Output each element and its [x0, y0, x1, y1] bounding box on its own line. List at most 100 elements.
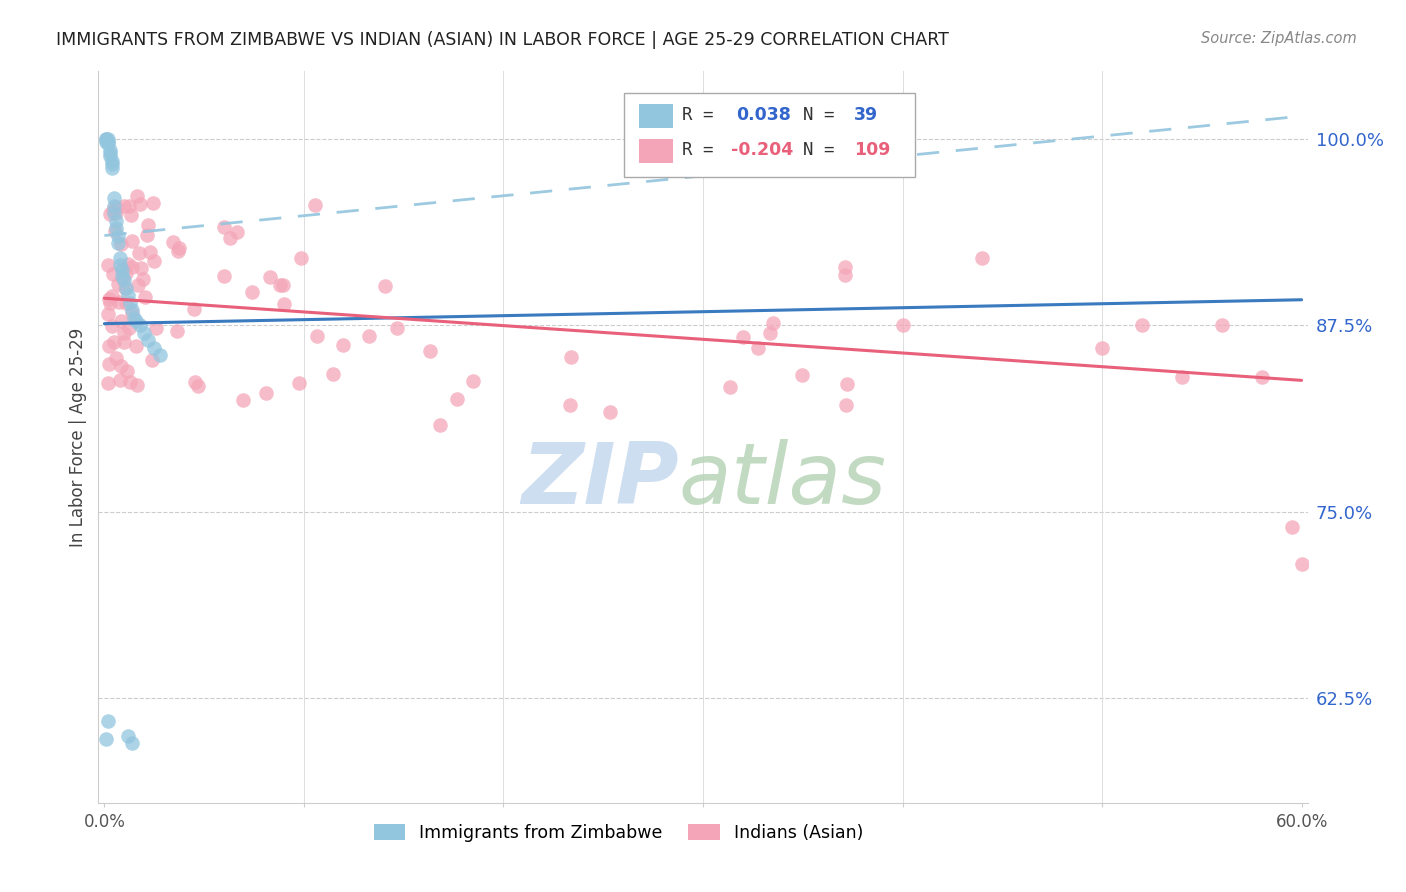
- Point: [110, 314, 132, 328]
- Text: 39: 39: [855, 106, 879, 124]
- Point: [271, 277, 294, 292]
- Point: [891, 318, 914, 332]
- Point: [129, 318, 152, 332]
- Point: [972, 251, 994, 265]
- Point: [96, 731, 118, 746]
- Point: [307, 328, 329, 343]
- Point: [110, 259, 132, 273]
- Point: [110, 359, 132, 373]
- Point: [419, 344, 441, 359]
- Point: [127, 377, 149, 392]
- Point: [733, 330, 755, 344]
- Point: [385, 321, 408, 335]
- Point: [110, 251, 132, 265]
- Point: [187, 379, 209, 393]
- Point: [101, 203, 124, 218]
- Point: [136, 333, 159, 347]
- Point: [322, 367, 344, 381]
- Point: [1171, 370, 1194, 384]
- Text: Source: ZipAtlas.com: Source: ZipAtlas.com: [1201, 31, 1357, 46]
- Point: [105, 221, 128, 235]
- Point: [117, 729, 139, 743]
- Point: [112, 273, 135, 287]
- Point: [103, 191, 125, 205]
- Point: [112, 272, 135, 286]
- Point: [105, 213, 128, 227]
- Point: [118, 320, 141, 334]
- Point: [101, 153, 124, 168]
- Point: [101, 268, 124, 282]
- Point: [273, 297, 295, 311]
- Point: [112, 326, 135, 340]
- Point: [121, 303, 143, 318]
- Point: [183, 301, 205, 316]
- Point: [145, 321, 167, 335]
- Point: [96, 131, 118, 145]
- Text: IMMIGRANTS FROM ZIMBABWE VS INDIAN (ASIAN) IN LABOR FORCE | AGE 25-29 CORRELATIO: IMMIGRANTS FROM ZIMBABWE VS INDIAN (ASIA…: [56, 31, 949, 49]
- Point: [446, 392, 468, 407]
- Text: N =: N =: [803, 106, 845, 124]
- Point: [132, 271, 155, 285]
- Point: [111, 268, 134, 283]
- Point: [142, 196, 165, 211]
- Point: [834, 260, 856, 274]
- Point: [115, 364, 138, 378]
- Point: [184, 375, 207, 389]
- Point: [115, 281, 138, 295]
- Point: [105, 205, 128, 219]
- Point: [112, 335, 135, 350]
- Point: [97, 259, 120, 273]
- Point: [762, 316, 785, 330]
- Point: [101, 157, 124, 171]
- Point: [1281, 519, 1303, 533]
- Point: [125, 189, 148, 203]
- Point: [104, 351, 127, 365]
- Point: [124, 310, 146, 325]
- Point: [111, 263, 134, 277]
- Point: [1130, 318, 1153, 332]
- Point: [288, 376, 311, 390]
- Point: [461, 374, 484, 388]
- Point: [1091, 341, 1114, 355]
- FancyBboxPatch shape: [638, 138, 673, 163]
- Point: [115, 267, 138, 281]
- Point: [97, 136, 120, 150]
- Point: [136, 228, 159, 243]
- Point: [117, 257, 139, 271]
- Point: [97, 376, 120, 390]
- Point: [1291, 557, 1313, 571]
- Point: [143, 341, 166, 355]
- Point: [357, 329, 380, 343]
- Point: [97, 714, 120, 728]
- Point: [110, 236, 132, 251]
- Point: [96, 135, 118, 149]
- Point: [97, 307, 120, 321]
- Point: [1250, 370, 1272, 384]
- Text: ZIP: ZIP: [522, 440, 679, 523]
- Point: [835, 398, 858, 412]
- Point: [143, 254, 166, 268]
- Text: 109: 109: [855, 141, 890, 160]
- Point: [114, 281, 136, 295]
- Point: [107, 235, 129, 250]
- Point: [104, 224, 127, 238]
- Point: [835, 377, 858, 392]
- Point: [103, 206, 125, 220]
- Point: [128, 246, 150, 260]
- Point: [136, 218, 159, 232]
- Point: [429, 418, 451, 433]
- Point: [100, 288, 122, 302]
- Point: [139, 244, 162, 259]
- Point: [759, 326, 782, 341]
- Point: [97, 135, 120, 149]
- Point: [107, 277, 129, 291]
- Point: [101, 161, 124, 176]
- FancyBboxPatch shape: [638, 103, 673, 128]
- Point: [129, 260, 152, 275]
- Text: R =: R =: [682, 141, 724, 160]
- Point: [219, 230, 242, 244]
- FancyBboxPatch shape: [624, 94, 915, 178]
- Point: [98, 207, 121, 221]
- Point: [141, 353, 163, 368]
- Point: [212, 268, 235, 283]
